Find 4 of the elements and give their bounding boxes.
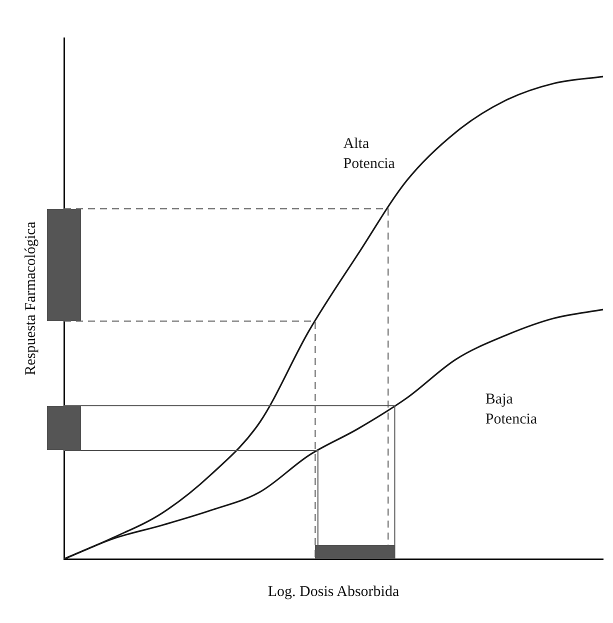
series-label: Alta Potencia	[343, 136, 396, 172]
x-axis-title: Log. Dosis Absorbida	[268, 584, 400, 600]
text: Baja Potencia	[485, 392, 538, 428]
y-axis-title: Respuesta Farmacológica	[22, 221, 39, 376]
